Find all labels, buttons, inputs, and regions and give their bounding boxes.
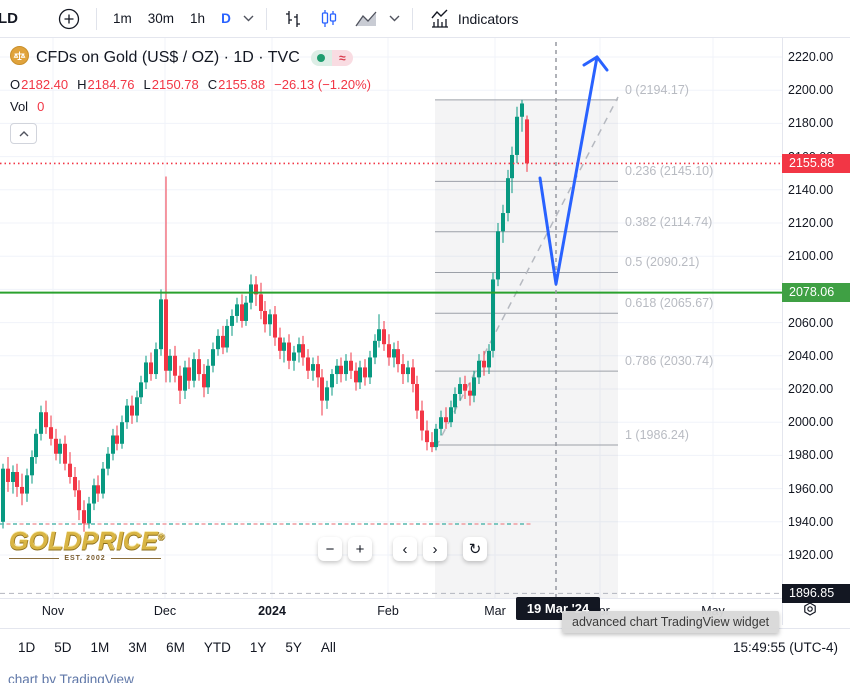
ohlc-values: O2182.40 H2184.76 L2150.78 C2155.88 −26.13 (… — [10, 77, 371, 92]
plus-circle-icon — [57, 7, 81, 31]
legend-collapse-button[interactable] — [10, 123, 37, 144]
ohlc-l: L2150.78 — [143, 77, 199, 92]
time-tick-Mar: Mar — [484, 604, 506, 618]
area-style-icon — [354, 8, 378, 30]
price-axis-border — [782, 38, 783, 625]
chevron-up-icon — [19, 130, 28, 136]
ohlc-h: H2184.76 — [77, 77, 135, 92]
ohlc-o: O2182.40 — [10, 77, 69, 92]
scroll-right-button[interactable]: › — [423, 537, 447, 561]
market-open-dot-icon — [317, 54, 326, 62]
chart-style-bars-button[interactable] — [275, 5, 311, 33]
market-open-indicator — [310, 50, 332, 66]
range-button-1D[interactable]: 1D — [18, 640, 36, 655]
price-tick: 2180.00 — [788, 116, 834, 131]
time-tick-Nov: Nov — [41, 604, 65, 618]
fib-level-label-0.786: 0.786 (2030.74) — [625, 354, 714, 369]
toolbar-separator — [96, 7, 97, 30]
reset-view-button[interactable]: ↻ — [463, 537, 487, 561]
symbol-search[interactable]: LD — [0, 10, 18, 27]
interval-group: 1m 30m 1h D — [105, 5, 239, 33]
chart-style-candles-button[interactable] — [311, 5, 347, 33]
price-tick: 1920.00 — [788, 548, 834, 562]
range-buttons: 1D 5D 1M 3M 6M YTD 1Y 5Y All — [18, 640, 336, 655]
widget-tooltip: advanced chart TradingView widget — [562, 611, 780, 633]
price-tick: 2060.00 — [788, 315, 834, 330]
axis-settings-button[interactable] — [797, 598, 823, 622]
interval-dropdown-button[interactable] — [239, 5, 258, 33]
zoom-in-button[interactable]: + — [348, 537, 372, 561]
price-tick: 2200.00 — [788, 83, 834, 98]
time-tick-Feb: Feb — [377, 604, 399, 618]
price-tick: 1980.00 — [788, 448, 834, 463]
range-button-All[interactable]: All — [320, 640, 336, 655]
range-button-5D[interactable]: 5D — [54, 640, 72, 655]
fib-level-label-0.5: 0.5 (2090.21) — [625, 255, 700, 270]
fib-level-label-0.236: 0.236 (2145.10) — [625, 164, 714, 179]
range-button-6M[interactable]: 6M — [166, 640, 185, 655]
price-tick: 2020.00 — [788, 382, 834, 396]
chevron-down-icon — [243, 15, 254, 22]
range-button-5Y[interactable]: 5Y — [285, 640, 302, 655]
time-tick-2024: 2024 — [258, 604, 286, 618]
bottom-toolbar: 1D 5D 1M 3M 6M YTD 1Y 5Y All 15:49:55 (UTC-4) — [0, 628, 850, 666]
chevron-down-icon — [389, 15, 400, 22]
range-button-YTD[interactable]: YTD — [203, 640, 231, 655]
toolbar-separator — [265, 7, 267, 30]
symbol-title[interactable]: CFDs on Gold (US$ / OZ) · 1D · TVC — [36, 49, 300, 66]
range-button-3M[interactable]: 3M — [128, 640, 148, 655]
time-axis-border — [0, 598, 850, 599]
price-tick: 1960.00 — [788, 481, 834, 496]
last-price-badge: 2155.88 — [782, 153, 850, 173]
scroll-left-button[interactable]: ‹ — [393, 537, 417, 561]
fib-level-label-0.618: 0.618 (2065.67) — [625, 296, 714, 311]
fib-level-label-0: 0 (2194.17) — [625, 82, 689, 97]
price-tick: 2140.00 — [788, 182, 834, 197]
price-tick: 2000.00 — [788, 415, 834, 430]
fib-level-label-1: 1 (1986.24) — [625, 428, 689, 443]
settings-gear-icon — [804, 602, 816, 616]
interval-button-1m[interactable]: 1m — [113, 11, 132, 26]
price-tick: 2100.00 — [788, 249, 834, 264]
interval-button-1h[interactable]: 1h — [190, 11, 206, 26]
fib-level-label-0.382: 0.382 (2114.74) — [625, 214, 713, 229]
tradingview-credit-link[interactable]: chart by TradingView — [8, 672, 134, 683]
top-toolbar: LD 1m 30m 1h D — [0, 0, 850, 38]
level-price-badge: 2078.06 — [782, 283, 850, 303]
indicators-button[interactable]: Indicators — [421, 5, 526, 33]
delayed-data-icon: ≈ — [331, 50, 353, 66]
toolbar-separator — [411, 7, 413, 30]
compare-add-button[interactable] — [50, 5, 88, 33]
exchange-clock: 15:49:55 (UTC-4) — [732, 640, 838, 655]
price-change: −26.13 (−1.20%) — [274, 77, 371, 92]
volume-label: Vol — [10, 99, 29, 114]
price-tick: 2120.00 — [788, 216, 834, 230]
volume-value: 0 — [37, 99, 45, 114]
zoom-out-button[interactable]: − — [318, 537, 342, 561]
low-price-badge: 1896.85 — [782, 583, 850, 603]
bar-chart-style-icon — [282, 8, 304, 30]
price-tick: 2220.00 — [788, 50, 834, 64]
indicators-icon — [428, 7, 452, 31]
ohlc-c: C2155.88 — [207, 77, 266, 92]
time-tick-Dec: Dec — [153, 604, 177, 618]
chart-legend: CFDs on Gold (US$ / OZ) · 1D · TVC ≈ O21… — [10, 46, 371, 144]
market-status-pill[interactable]: ≈ — [310, 50, 353, 66]
gold-coin-icon — [10, 46, 29, 70]
indicators-label: Indicators — [457, 10, 519, 27]
interval-button-30m[interactable]: 30m — [147, 11, 175, 26]
candles-style-icon — [318, 8, 340, 30]
style-dropdown-button[interactable] — [385, 5, 404, 33]
range-button-1Y[interactable]: 1Y — [249, 640, 267, 655]
interval-button-D[interactable]: D — [221, 11, 231, 26]
chart-style-area-button[interactable] — [347, 5, 385, 33]
range-button-1M[interactable]: 1M — [90, 640, 110, 655]
price-tick: 2040.00 — [788, 348, 834, 363]
price-tick: 1940.00 — [788, 514, 834, 529]
